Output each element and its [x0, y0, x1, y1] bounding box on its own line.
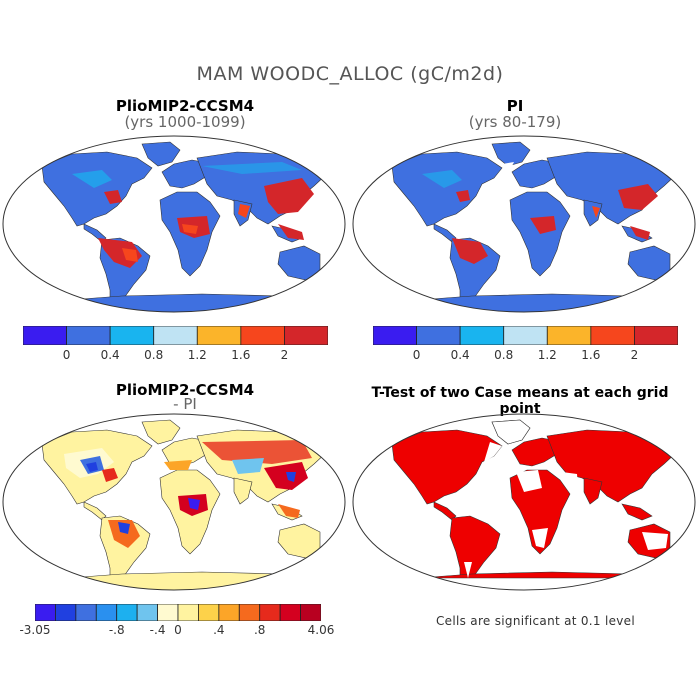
colorbar-top-right-label: 0	[412, 348, 421, 362]
colorbar-diff-label: .8	[253, 623, 266, 637]
panel2-map	[352, 135, 696, 313]
panel4-title: T-Test of two Case means at each grid po…	[371, 385, 669, 417]
colorbar-top-right-label: 1.2	[537, 348, 557, 362]
colorbar-top-left-label: 0	[62, 348, 71, 362]
colorbar-diff-label: -.8	[108, 623, 125, 637]
colorbar-top-left-label: 1.2	[187, 348, 207, 362]
panel4-map	[352, 413, 696, 591]
panel2-title: PI	[506, 97, 524, 115]
colorbar-top-right-label: 0.4	[450, 348, 470, 362]
significance-note: Cells are significant at 0.1 level	[436, 614, 636, 628]
colorbar-diff-label: 4.06	[307, 623, 335, 637]
colorbar-top-right-label: 2	[630, 348, 639, 362]
colorbar-top-left-swatch	[153, 326, 198, 345]
colorbar-top-right-swatch	[373, 326, 417, 345]
colorbar-diff-label: -3.05	[19, 623, 51, 637]
colorbar-top-left-swatch	[196, 326, 242, 345]
colorbar-diff-swatch	[259, 604, 281, 621]
colorbar-top-right-swatch	[546, 326, 592, 345]
colorbar-diff-swatch	[300, 604, 321, 621]
panel3-subtitle: - PI	[173, 395, 197, 413]
colorbar-diff-swatch	[95, 604, 118, 621]
colorbar-top-right-swatch	[459, 326, 505, 345]
colorbar-diff-swatch	[55, 604, 77, 621]
colorbar-diff-label: 0	[174, 623, 182, 637]
colorbar-top-left	[23, 326, 328, 345]
colorbar-diff-swatch	[218, 604, 240, 621]
colorbar-top-left-swatch	[66, 326, 111, 345]
colorbar-top-left-swatch	[240, 326, 285, 345]
colorbar-top-left-label: 1.6	[231, 348, 251, 362]
colorbar-top-right-swatch	[503, 326, 548, 345]
panel1-map	[2, 135, 346, 313]
colorbar-diff-label: -.4	[149, 623, 166, 637]
panel3-title: PlioMIP2-CCSM4	[115, 381, 255, 399]
colorbar-diff-swatch	[35, 604, 56, 621]
colorbar-top-left-label: 2	[280, 348, 289, 362]
panel3-map	[2, 413, 346, 591]
colorbar-top-right-label: 1.6	[581, 348, 601, 362]
colorbar-top-right-swatch	[590, 326, 635, 345]
colorbar-diff-swatch	[116, 604, 138, 621]
colorbar-diff-swatch	[198, 604, 220, 621]
colorbar-diff-swatch	[238, 604, 261, 621]
panel1-subtitle: (yrs 1000-1099)	[124, 113, 246, 131]
colorbar-top-left-swatch	[109, 326, 155, 345]
colorbar-top-left-swatch	[23, 326, 67, 345]
colorbar-diff-swatch	[177, 604, 199, 621]
colorbar-top-right-swatch	[634, 326, 678, 345]
panel1-title: PlioMIP2-CCSM4	[115, 97, 255, 115]
colorbar-diff-swatch	[75, 604, 97, 621]
colorbar-diff	[35, 604, 321, 621]
colorbar-top-right-label: 0.8	[494, 348, 514, 362]
panel2-subtitle: (yrs 80-179)	[468, 113, 562, 131]
colorbar-top-right	[373, 326, 678, 345]
colorbar-top-right-swatch	[416, 326, 461, 345]
colorbar-top-left-label: 0.4	[100, 348, 120, 362]
colorbar-diff-swatch	[136, 604, 158, 621]
colorbar-diff-swatch	[279, 604, 301, 621]
colorbar-top-left-label: 0.8	[144, 348, 164, 362]
colorbar-top-left-swatch	[284, 326, 328, 345]
colorbar-diff-label: .4	[213, 623, 225, 637]
colorbar-diff-swatch	[157, 604, 179, 621]
figure-title: MAM WOODC_ALLOC (gC/m2d)	[196, 63, 504, 85]
